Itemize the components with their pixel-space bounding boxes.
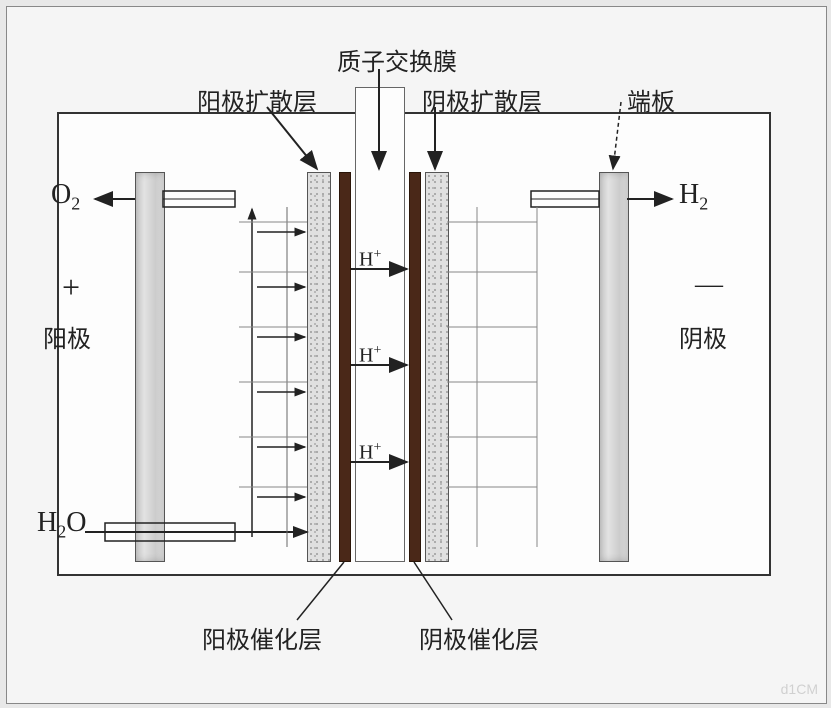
- label-anode: 阳极: [43, 319, 91, 354]
- label-h2: H2: [679, 179, 708, 215]
- h-ion-3: H+: [359, 440, 381, 465]
- label-anode-catalyst: 阳极催化层: [202, 620, 322, 655]
- h-ion-1: H+: [359, 247, 381, 272]
- label-cathode-catalyst: 阴极催化层: [419, 620, 539, 655]
- label-o2: O2: [51, 179, 80, 215]
- label-minus: —: [695, 269, 723, 301]
- arrows-svg: [7, 7, 831, 715]
- label-plus: +: [62, 269, 80, 306]
- diagram-container: 质子交换膜 阳极扩散层 阴极扩散层 端板: [0, 0, 831, 708]
- diagram-inner: 质子交换膜 阳极扩散层 阴极扩散层 端板: [6, 6, 827, 704]
- label-h2o: H2O: [37, 507, 86, 543]
- h-ion-2: H+: [359, 343, 381, 368]
- watermark: d1CM: [781, 681, 818, 697]
- label-cathode: 阴极: [679, 319, 727, 354]
